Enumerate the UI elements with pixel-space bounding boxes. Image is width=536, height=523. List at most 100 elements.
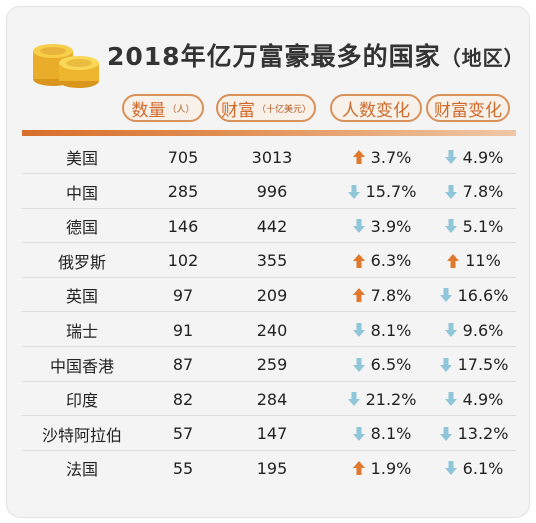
arrow-down-icon (352, 323, 365, 337)
arrow-up-icon (352, 288, 365, 303)
arrow-down-icon (439, 288, 452, 303)
header-count: 数量 （人） (122, 94, 204, 122)
count-value-text: 91 (172, 320, 194, 340)
count-value: 146 (142, 209, 224, 243)
arrow-down-icon (352, 426, 365, 441)
count-change-value-text: 3.7% (370, 147, 412, 167)
arrow-down-icon (352, 219, 365, 234)
arrow-down-icon (439, 357, 452, 372)
gold-coins-icon (33, 44, 99, 88)
table-row: 中国 285 996 15.7% 7.8% (22, 175, 516, 209)
count-change-value: 15.7% (332, 175, 432, 209)
header-wealth-change: 财富变化 (426, 94, 510, 122)
count-change-value: 3.9% (332, 209, 432, 243)
row-divider (22, 173, 516, 174)
wealth-change-value-text: 7.8% (462, 182, 504, 202)
count-value-text: 82 (172, 389, 194, 409)
country-name: 德国 (22, 209, 142, 243)
row-divider (22, 415, 516, 417)
count-value-text: 55 (172, 458, 194, 478)
wealth-value: 355 (222, 244, 322, 278)
country-name: 沙特阿拉伯 (22, 417, 142, 451)
arrow-down-icon (444, 323, 457, 337)
wealth-change-value: 4.9% (432, 140, 516, 174)
country-name-text: 印度 (65, 391, 98, 411)
country-name-text: 美国 (65, 149, 98, 168)
arrow-down-icon (444, 219, 457, 234)
count-value-text: 57 (172, 424, 194, 444)
count-change-value: 6.3% (332, 244, 432, 278)
count-change-value: 8.1% (332, 313, 432, 347)
wealth-change-value: 16.6% (432, 278, 516, 312)
page-title: 2018年亿万富豪最多的国家（地区） (107, 37, 525, 73)
wealth-value-text: 147 (256, 424, 288, 444)
header-count-unit: （人） (167, 104, 195, 115)
count-value: 285 (142, 175, 224, 209)
table-row: 法国 55 195 1.9% 6.1% (22, 451, 516, 485)
title-main: 2018年亿万富豪最多的国家 (107, 42, 441, 71)
header-wealth-change-label: 财富变化 (434, 100, 502, 121)
arrow-up-icon (352, 150, 365, 164)
arrow-down-icon (352, 357, 365, 372)
wealth-change-value: 9.6% (432, 313, 516, 347)
wealth-value-text: 284 (256, 389, 288, 409)
country-name: 中国 (22, 175, 142, 209)
count-value-text: 146 (167, 216, 199, 236)
wealth-change-value: 17.5% (432, 348, 516, 382)
count-change-value: 3.7% (332, 140, 432, 174)
table-row: 瑞士 91 240 8.1% 9.6% (22, 313, 516, 347)
wealth-change-value-text: 5.1% (462, 216, 504, 236)
infographic-card: 2018年亿万富豪最多的国家（地区） (6, 6, 530, 518)
wealth-value-text: 355 (256, 251, 288, 271)
count-value-text: 285 (167, 182, 199, 202)
country-name: 俄罗斯 (22, 244, 142, 278)
count-value: 705 (142, 140, 224, 174)
country-name-text: 德国 (65, 218, 98, 238)
count-value: 91 (142, 313, 224, 347)
wealth-change-value-text: 11% (465, 251, 501, 271)
count-value: 97 (142, 278, 224, 312)
table-row: 德国 146 442 3.9% 5.1% (22, 209, 516, 244)
table-row: 印度 82 284 21.2% 4.9% (22, 382, 516, 417)
wealth-value: 195 (222, 451, 322, 485)
title-paren: （地区） (440, 46, 525, 70)
count-change-value-text: 21.2% (365, 389, 417, 409)
wealth-value-text: 442 (256, 216, 288, 236)
count-value-text: 102 (167, 251, 199, 271)
count-change-value: 21.2% (332, 382, 432, 416)
country-name: 中国香港 (22, 348, 142, 382)
country-name: 美国 (22, 140, 142, 174)
count-change-value-text: 3.9% (370, 216, 412, 236)
row-divider (22, 346, 516, 347)
arrow-up-icon (352, 253, 365, 268)
row-divider (22, 242, 516, 244)
table-row: 美国 705 3013 3.7% 4.9% (22, 140, 516, 174)
count-value: 57 (142, 417, 224, 451)
arrow-down-icon (439, 426, 452, 441)
arrow-down-icon (444, 461, 457, 476)
country-name: 印度 (22, 382, 142, 416)
wealth-value-text: 240 (256, 320, 288, 340)
arrow-down-icon (347, 392, 360, 407)
country-name-text: 法国 (65, 460, 98, 480)
header-count-label: 数量 (131, 100, 166, 121)
count-change-value: 6.5% (332, 348, 432, 382)
wealth-change-value-text: 4.9% (462, 147, 504, 167)
wealth-change-value-text: 6.1% (462, 458, 504, 478)
header-count-change: 人数变化 (330, 94, 422, 122)
count-value: 102 (142, 244, 224, 278)
wealth-value: 442 (222, 209, 322, 243)
row-divider (22, 380, 516, 382)
count-change-value-text: 15.7% (365, 182, 417, 202)
arrow-up-icon (352, 461, 365, 476)
arrow-down-icon (444, 150, 457, 164)
arrow-down-icon (347, 184, 360, 199)
count-change-value: 7.8% (332, 278, 432, 312)
country-name-text: 英国 (65, 287, 98, 307)
wealth-value-text: 195 (256, 458, 288, 478)
wealth-value: 284 (222, 382, 322, 416)
wealth-change-value-text: 13.2% (457, 424, 509, 444)
count-change-value-text: 8.1% (370, 424, 412, 444)
count-value-text: 705 (167, 147, 199, 167)
country-name-text: 俄罗斯 (57, 252, 106, 272)
